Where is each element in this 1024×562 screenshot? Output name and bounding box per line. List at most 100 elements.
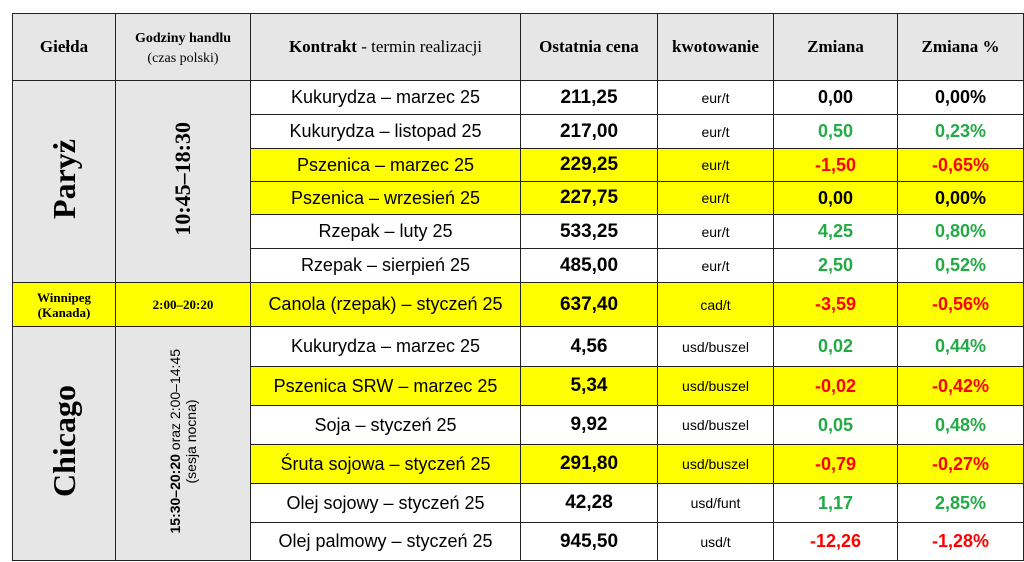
change-value: -0,02 bbox=[773, 366, 898, 406]
change-value: 0,50 bbox=[773, 114, 898, 149]
table-row: Rzepak – sierpień 25 485,00 eur/t 2,50 0… bbox=[13, 248, 1024, 283]
table-row: Pszenica – marzec 25 229,25 eur/t -1,50 … bbox=[13, 148, 1024, 182]
hours-cell: 15:30–20:20 oraz 2:00–14:45 (sesja nocna) bbox=[115, 326, 251, 561]
contract-name: Pszenica – marzec 25 bbox=[250, 148, 521, 182]
table-row: Olej palmowy – styczeń 25 945,50 usd/t -… bbox=[13, 522, 1024, 561]
last-price: 9,92 bbox=[520, 405, 658, 445]
trading-hours: 2:00–20:20 bbox=[152, 297, 214, 312]
last-price: 5,34 bbox=[520, 366, 658, 406]
change-value: -12,26 bbox=[773, 522, 898, 561]
header-kontrakt: Kontrakt - termin realizacji bbox=[250, 13, 521, 81]
last-price: 211,25 bbox=[520, 80, 658, 115]
quote-unit: usd/buszel bbox=[657, 326, 774, 367]
change-percent: 2,85% bbox=[897, 483, 1024, 523]
header-cena: Ostatnia cena bbox=[520, 13, 658, 81]
contract-name: Rzepak – luty 25 bbox=[250, 214, 521, 249]
quote-unit: eur/t bbox=[657, 148, 774, 182]
change-percent: 0,48% bbox=[897, 405, 1024, 445]
table-row: Pszenica SRW – marzec 25 5,34 usd/buszel… bbox=[13, 366, 1024, 406]
contract-name: Olej palmowy – styczeń 25 bbox=[250, 522, 521, 561]
header-zmiana-pct: Zmiana % bbox=[897, 13, 1024, 81]
change-percent: -1,28% bbox=[897, 522, 1024, 561]
table-row: Pszenica – wrzesień 25 227,75 eur/t 0,00… bbox=[13, 181, 1024, 215]
last-price: 291,80 bbox=[520, 444, 658, 484]
exchange-name: Winnipeg bbox=[37, 289, 91, 305]
change-percent: 0,80% bbox=[897, 214, 1024, 249]
change-percent: 0,44% bbox=[897, 326, 1024, 367]
quote-unit: usd/buszel bbox=[657, 444, 774, 484]
last-price: 217,00 bbox=[520, 114, 658, 149]
last-price: 637,40 bbox=[520, 282, 658, 327]
change-value: 2,50 bbox=[773, 248, 898, 283]
change-value: 1,17 bbox=[773, 483, 898, 523]
contract-name: Soja – styczeń 25 bbox=[250, 405, 521, 445]
change-percent: 0,23% bbox=[897, 114, 1024, 149]
change-percent: -0,65% bbox=[897, 148, 1024, 182]
contract-name: Olej sojowy – styczeń 25 bbox=[250, 483, 521, 523]
prices-table: Giełda Godziny handlu (czas polski) Kontr… bbox=[12, 13, 1024, 561]
contract-name: Kukurydza – marzec 25 bbox=[250, 80, 521, 115]
hours-cell: 10:45–18:30 bbox=[115, 80, 251, 283]
last-price: 229,25 bbox=[520, 148, 658, 182]
quote-unit: eur/t bbox=[657, 248, 774, 283]
last-price: 533,25 bbox=[520, 214, 658, 249]
hours-cell: 2:00–20:20 bbox=[115, 282, 251, 327]
quote-unit: cad/t bbox=[657, 282, 774, 327]
table-row: Chicago 15:30–20:20 oraz 2:00–14:45 (sesj… bbox=[12, 326, 1024, 561]
quote-unit: eur/t bbox=[657, 214, 774, 249]
quote-unit: usd/funt bbox=[657, 483, 774, 523]
quote-unit: eur/t bbox=[657, 114, 774, 149]
exchange-cell: Winnipeg (Kanada) bbox=[12, 282, 116, 327]
quote-unit: usd/buszel bbox=[657, 405, 774, 445]
last-price: 485,00 bbox=[520, 248, 658, 283]
quote-unit: eur/t bbox=[657, 181, 774, 215]
last-price: 42,28 bbox=[520, 483, 658, 523]
change-percent: 0,00% bbox=[897, 181, 1024, 215]
exchange-name: Chicago bbox=[45, 385, 82, 497]
exchange-name: Paryż bbox=[45, 139, 82, 219]
header-gielda: Giełda bbox=[12, 13, 116, 81]
table-row: Winnipeg (Kanada) 2:00–20:20 Canola (rzepa… bbox=[12, 282, 1024, 327]
quote-unit: usd/buszel bbox=[657, 366, 774, 406]
change-value: 0,02 bbox=[773, 326, 898, 367]
table-row: Soja – styczeń 25 9,92 usd/buszel 0,05 0… bbox=[13, 405, 1024, 445]
contract-name: Pszenica SRW – marzec 25 bbox=[250, 366, 521, 406]
change-percent: -0,42% bbox=[897, 366, 1024, 406]
table-row: Rzepak – luty 25 533,25 eur/t 4,25 0,80% bbox=[13, 214, 1024, 249]
change-percent: -0,27% bbox=[897, 444, 1024, 484]
last-price: 4,56 bbox=[520, 326, 658, 367]
change-value: -0,79 bbox=[773, 444, 898, 484]
header-row: Giełda Godziny handlu (czas polski) Kontr… bbox=[12, 13, 1024, 81]
change-value: 0,00 bbox=[773, 80, 898, 115]
quote-unit: usd/t bbox=[657, 522, 774, 561]
last-price: 227,75 bbox=[520, 181, 658, 215]
contract-name: Rzepak – sierpień 25 bbox=[250, 248, 521, 283]
change-value: -1,50 bbox=[773, 148, 898, 182]
contract-name: Canola (rzepak) – styczeń 25 bbox=[250, 282, 521, 327]
trading-hours: 15:30–20:20 oraz 2:00–14:45 (sesja nocna) bbox=[167, 348, 199, 534]
table-row: Kukurydza – listopad 25 217,00 eur/t 0,5… bbox=[13, 114, 1024, 149]
table-row: Olej sojowy – styczeń 25 42,28 usd/funt … bbox=[13, 483, 1024, 523]
last-price: 945,50 bbox=[520, 522, 658, 561]
header-zmiana: Zmiana bbox=[773, 13, 898, 81]
change-value: 0,05 bbox=[773, 405, 898, 445]
change-percent: -0,56% bbox=[897, 282, 1024, 327]
exchange-cell: Paryż bbox=[12, 80, 116, 283]
change-percent: 0,52% bbox=[897, 248, 1024, 283]
change-value: 0,00 bbox=[773, 181, 898, 215]
quote-unit: eur/t bbox=[657, 80, 774, 115]
table-row: Paryż 10:45–18:30 Kukurydza – marzec 25 2… bbox=[12, 80, 1024, 283]
header-kwotowanie: kwotowanie bbox=[657, 13, 774, 81]
contract-name: Pszenica – wrzesień 25 bbox=[250, 181, 521, 215]
contract-name: Kukurydza – marzec 25 bbox=[250, 326, 521, 367]
contract-name: Kukurydza – listopad 25 bbox=[250, 114, 521, 149]
exchange-cell: Chicago bbox=[12, 326, 116, 561]
trading-hours: 10:45–18:30 bbox=[170, 122, 195, 236]
change-value: 4,25 bbox=[773, 214, 898, 249]
contract-name: Śruta sojowa – styczeń 25 bbox=[250, 444, 521, 484]
change-value: -3,59 bbox=[773, 282, 898, 327]
header-godziny: Godziny handlu (czas polski) bbox=[115, 13, 251, 81]
table-row: Śruta sojowa – styczeń 25 291,80 usd/bus… bbox=[13, 444, 1024, 484]
exchange-country: (Kanada) bbox=[37, 304, 91, 320]
change-percent: 0,00% bbox=[897, 80, 1024, 115]
